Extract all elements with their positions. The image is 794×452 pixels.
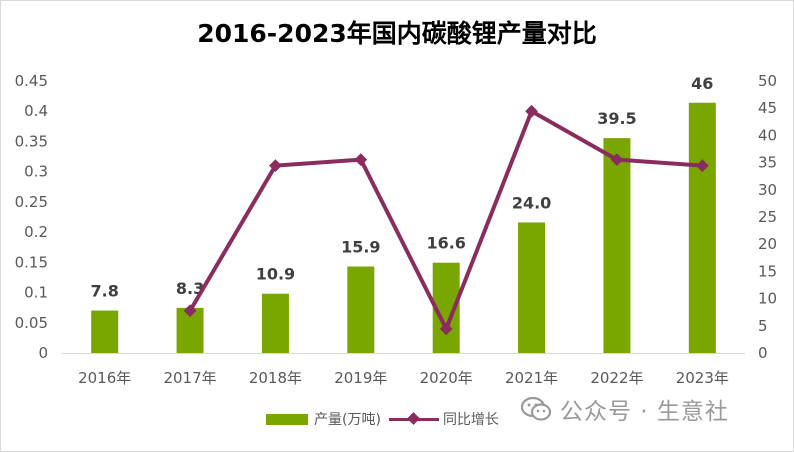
bar-data-label: 39.5 bbox=[597, 109, 636, 128]
bar bbox=[688, 102, 716, 353]
legend-line-swatch bbox=[388, 412, 439, 425]
bar-data-label: 16.6 bbox=[426, 234, 465, 253]
legend-item-growth: 同比增长 bbox=[385, 409, 499, 429]
growth-point bbox=[269, 159, 282, 172]
y-right-tick-label: 40 bbox=[758, 126, 777, 144]
y-left-tick-label: 0.4 bbox=[24, 102, 48, 120]
y-right-tick-label: 50 bbox=[758, 72, 777, 90]
x-tick-label: 2016年 bbox=[78, 369, 131, 387]
growth-point bbox=[183, 304, 197, 318]
y-right-tick-label: 45 bbox=[758, 99, 777, 117]
y-left-tick-label: 0.35 bbox=[15, 132, 48, 150]
y-right-tick-label: 15 bbox=[758, 262, 777, 280]
y-left-tick-label: 0.1 bbox=[24, 284, 48, 302]
y-left-tick-label: 0.15 bbox=[15, 253, 48, 271]
bar-data-label: 7.8 bbox=[91, 282, 119, 301]
x-tick-label: 2019年 bbox=[334, 369, 387, 387]
legend-label-growth: 同比增长 bbox=[442, 412, 499, 428]
y-right-tick-label: 20 bbox=[758, 235, 777, 253]
y-left-tick-label: 0.2 bbox=[24, 223, 48, 241]
bar bbox=[347, 266, 375, 353]
y-left-tick-label: 0 bbox=[38, 344, 48, 362]
legend-label-production: 产量(万吨) bbox=[314, 412, 381, 428]
bar-data-label: 46 bbox=[691, 74, 713, 93]
y-left-tick-label: 0.05 bbox=[15, 314, 48, 332]
y-right-tick-label: 0 bbox=[758, 344, 768, 362]
x-tick-label: 2018年 bbox=[249, 369, 302, 387]
chart-legend: 产量(万吨) 同比增长 bbox=[266, 409, 503, 429]
bar bbox=[91, 310, 119, 353]
bar bbox=[261, 293, 289, 353]
wechat-icon bbox=[520, 396, 552, 421]
y-left-tick-label: 0.3 bbox=[24, 163, 48, 181]
growth-point bbox=[354, 153, 368, 166]
y-right-tick-label: 5 bbox=[758, 317, 768, 335]
x-tick-label: 2023年 bbox=[676, 369, 729, 387]
y-right-tick-label: 25 bbox=[758, 208, 777, 226]
y-left-tick-label: 0.45 bbox=[15, 72, 48, 90]
bar-data-label: 8.3 bbox=[176, 279, 204, 298]
bar-data-label: 10.9 bbox=[256, 265, 295, 284]
legend-bar-swatch bbox=[266, 413, 308, 425]
bar bbox=[603, 138, 631, 353]
y-left-tick-label: 0.25 bbox=[15, 193, 48, 211]
bar bbox=[518, 222, 546, 353]
legend-item-production: 产量(万吨) bbox=[266, 409, 381, 429]
watermark-text: 公众号 · 生意社 bbox=[560, 399, 729, 425]
x-tick-label: 2021年 bbox=[505, 369, 558, 387]
x-tick-label: 2017年 bbox=[163, 369, 216, 387]
y-right-tick-label: 10 bbox=[758, 290, 777, 308]
chart-title: 2016-2023年国内碳酸锂产量对比 bbox=[197, 19, 597, 48]
x-tick-label: 2020年 bbox=[420, 369, 473, 387]
bar-data-label: 24.0 bbox=[512, 193, 551, 212]
x-tick-label: 2022年 bbox=[590, 369, 643, 387]
bar-data-label: 15.9 bbox=[341, 238, 380, 257]
growth-point bbox=[439, 322, 453, 336]
y-right-tick-label: 35 bbox=[758, 154, 777, 172]
watermark: 公众号 · 生意社 bbox=[520, 392, 729, 426]
y-right-tick-label: 30 bbox=[758, 181, 777, 199]
